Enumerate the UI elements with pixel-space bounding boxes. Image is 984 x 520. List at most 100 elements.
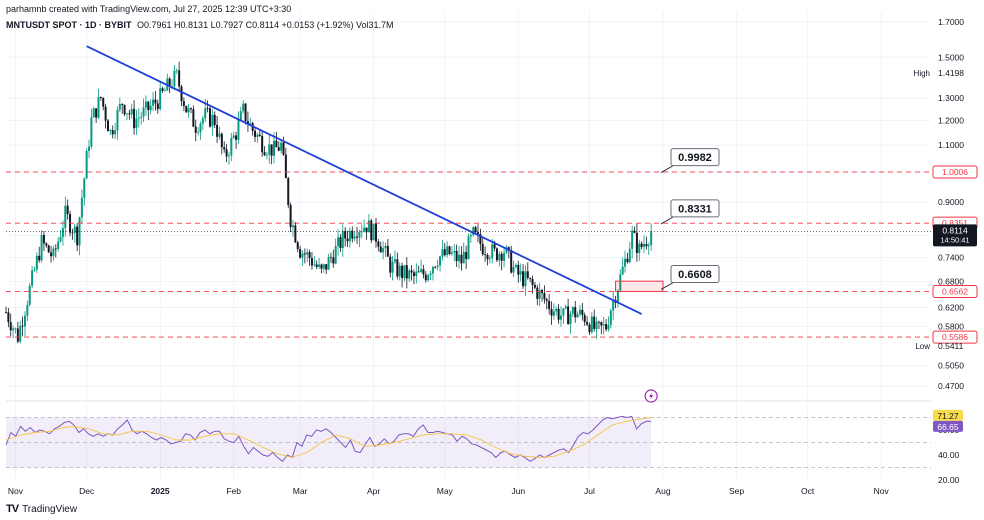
candle-body <box>256 134 259 137</box>
candle-body <box>159 88 162 110</box>
candle-body <box>109 130 112 132</box>
time-tick-label: Mar <box>293 486 308 496</box>
candle-body <box>410 270 413 273</box>
candle-body <box>213 114 216 125</box>
level-tag-box <box>932 330 978 344</box>
candle-body <box>472 227 475 235</box>
candle-body <box>616 290 619 303</box>
candle-body <box>564 306 567 309</box>
candle-body <box>439 256 442 266</box>
callout-label: 0.6608 <box>678 269 712 281</box>
candle-body <box>555 308 558 312</box>
candle-body <box>45 243 48 246</box>
candle-body <box>458 254 461 262</box>
candle-body <box>104 106 107 121</box>
candle-body <box>254 130 257 137</box>
candle-body <box>163 90 166 92</box>
candle-body <box>246 121 249 124</box>
candle-body <box>396 259 399 277</box>
candle-body <box>576 314 579 318</box>
candle-body <box>80 197 83 218</box>
candle-body <box>427 275 430 281</box>
candle-body <box>609 310 612 326</box>
candle-body <box>206 108 209 110</box>
tradingview-logo-icon: TV <box>6 503 19 515</box>
candle-body <box>40 234 43 261</box>
candle-body <box>303 253 306 255</box>
low-word: Low <box>915 342 930 351</box>
candle-body <box>52 248 55 257</box>
time-tick-label: Nov <box>8 486 24 496</box>
symbol-name[interactable]: MNTUSDT SPOT · 1D · BYBIT <box>6 20 132 30</box>
candle-body <box>47 245 50 253</box>
candle-body <box>586 322 589 325</box>
candle-body <box>377 241 380 247</box>
candle-body <box>569 313 572 325</box>
candle-body <box>638 243 641 254</box>
level-tag-box <box>932 165 978 179</box>
candle-body <box>624 258 627 267</box>
candle-body <box>268 144 271 155</box>
candle-body <box>114 130 117 135</box>
candle-body <box>436 265 439 268</box>
candle-body <box>284 154 287 179</box>
candle-body <box>498 253 501 261</box>
level-tag-label: 1.0006 <box>942 167 968 177</box>
callout-box <box>670 199 720 218</box>
candle-body <box>526 271 529 278</box>
candle-body <box>152 99 155 106</box>
candle-body <box>384 245 387 249</box>
candle-body <box>465 252 468 260</box>
candle-body <box>512 266 515 273</box>
candle-body <box>173 70 176 87</box>
candle-body <box>38 255 41 261</box>
candle-body <box>16 328 19 342</box>
candle-body <box>541 290 544 294</box>
candle-body <box>116 109 119 131</box>
rsi-ma-value: 71.27 <box>937 411 959 421</box>
rsi-value-tag <box>933 420 963 432</box>
lightning-glyph <box>649 392 654 400</box>
candle-body <box>156 103 159 110</box>
candle-body <box>605 324 608 330</box>
candle-body <box>495 248 498 261</box>
candle-body <box>5 312 7 313</box>
candle-body <box>76 226 79 246</box>
candle-body <box>90 117 93 147</box>
candle-body <box>263 152 266 156</box>
price-tick-label: 0.7400 <box>938 252 964 262</box>
candle-body <box>628 248 631 263</box>
candle-body <box>73 226 76 233</box>
level-tag-box <box>932 284 978 298</box>
candle-body <box>393 259 396 262</box>
candle-body <box>441 249 444 257</box>
candle-body <box>334 246 337 264</box>
candle-body <box>510 249 513 273</box>
candle-body <box>182 101 185 106</box>
candle-body <box>137 117 140 119</box>
candle-body <box>462 252 465 264</box>
candle-body <box>154 99 157 104</box>
candle-body <box>341 230 344 249</box>
candle-body <box>448 246 451 254</box>
candle-body <box>308 252 311 259</box>
candle-body <box>379 246 382 253</box>
candle-body <box>265 154 268 156</box>
level-tag-label: 0.5586 <box>942 332 968 342</box>
candle-body <box>420 269 423 272</box>
candle-body <box>121 104 124 106</box>
time-tick-label: Aug <box>655 486 670 496</box>
candle-body <box>647 245 650 247</box>
rsi-tick-label: 20.00 <box>938 475 960 485</box>
candle-body <box>562 308 565 316</box>
rsi-ma-tag <box>933 409 963 421</box>
candle-body <box>147 101 150 111</box>
candle-body <box>626 258 629 263</box>
candle-body <box>232 135 235 139</box>
candle-body <box>434 266 437 268</box>
candle-body <box>545 299 548 301</box>
candle-body <box>619 274 622 291</box>
candle-body <box>363 227 366 232</box>
candle-body <box>61 227 64 238</box>
candle-body <box>208 108 211 127</box>
